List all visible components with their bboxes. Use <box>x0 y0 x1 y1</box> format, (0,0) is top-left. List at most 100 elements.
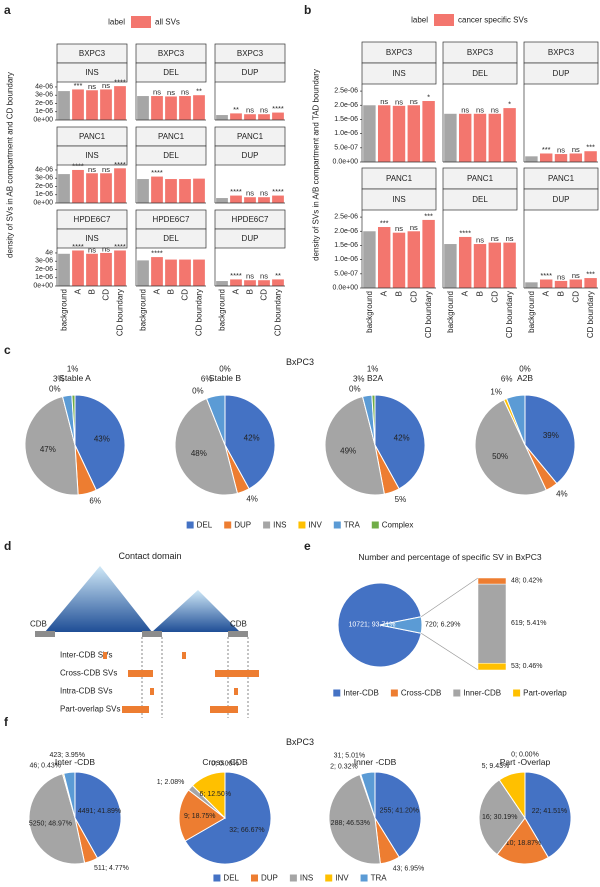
strip-label: INS <box>392 69 405 78</box>
significance-label: ns <box>102 244 110 253</box>
strip-label: HPDE6C7 <box>153 215 190 224</box>
pie-slice <box>24 395 79 496</box>
significance-label: ns <box>461 105 469 114</box>
slice-label: 10; 18.87% <box>506 840 541 847</box>
bar <box>392 105 406 162</box>
significance-label: *** <box>74 81 83 90</box>
slice-label: 4491; 41.89% <box>78 808 121 815</box>
pie-title: Stable A <box>59 373 91 383</box>
pie-slice <box>74 394 126 491</box>
significance-label: ns <box>380 97 388 106</box>
slice-label: 0; 0.00% <box>211 761 239 768</box>
significance-label: **** <box>114 242 126 251</box>
bar <box>458 113 472 162</box>
sv-type-label: Inter-CDB SVs <box>60 651 112 660</box>
pie-slice <box>371 394 376 446</box>
x-tick-label: background <box>365 291 374 333</box>
slice-label: 10721; 93.71% <box>348 622 395 629</box>
slice-label: 39% <box>543 431 559 440</box>
bar <box>244 197 256 203</box>
bar <box>473 113 487 162</box>
strip-label: PANC1 <box>237 132 264 141</box>
x-tick-label: CD <box>260 289 269 301</box>
bar <box>503 242 516 288</box>
bar <box>444 113 457 162</box>
slice-label: 0% <box>192 387 204 396</box>
strip-label: BXPC3 <box>158 49 185 58</box>
legend-label: INV <box>308 521 322 530</box>
slice-label: 6% <box>501 375 513 384</box>
legend-label: Cross-CDB <box>401 689 441 698</box>
bar <box>363 105 376 162</box>
x-tick-label: CD <box>181 289 190 301</box>
slice-label: 47% <box>40 445 56 454</box>
bar <box>473 244 487 288</box>
bar <box>58 174 70 203</box>
x-tick-label: background <box>60 289 69 331</box>
strip-label: INS <box>392 195 405 204</box>
boundary-guides <box>141 637 249 718</box>
significance-label: ** <box>196 87 202 96</box>
strip-label: DUP <box>242 68 259 77</box>
legend-label: INS <box>273 521 286 530</box>
strip <box>135 145 207 166</box>
y-axis-title: density of SVs in A/B compartment and TA… <box>312 69 321 261</box>
pie-slice <box>379 616 423 634</box>
legend-label: all SVs <box>155 18 180 27</box>
legend-swatch <box>434 14 454 26</box>
pie-slice <box>374 394 426 490</box>
sv-type-label: Part-overlap SVs <box>60 705 120 714</box>
significance-label: ns <box>410 223 418 232</box>
x-tick-label: CD <box>571 291 580 303</box>
legend-swatch <box>250 874 258 882</box>
panel-label: d <box>4 539 11 553</box>
legend-label: DUP <box>261 874 278 883</box>
slice-label: 0% <box>349 384 361 393</box>
bar <box>503 108 516 162</box>
pie-slice <box>71 394 76 446</box>
slice-label: 46; 0.43% <box>30 762 62 769</box>
legend-label: INS <box>300 874 313 883</box>
significance-label: *** <box>586 270 595 279</box>
bar-segment <box>477 583 507 664</box>
strip <box>56 62 128 83</box>
significance-label: **** <box>230 271 242 280</box>
bar <box>72 250 84 286</box>
pie-slice <box>474 399 547 496</box>
legend-swatch <box>333 521 341 529</box>
bar <box>230 113 242 120</box>
bar <box>137 260 149 286</box>
pie-slice <box>324 395 385 496</box>
sv-type-label: Intra-CDB SVs <box>60 687 112 696</box>
bar <box>151 96 163 120</box>
pie-slice <box>524 394 576 485</box>
slice-label: 0% <box>49 384 61 393</box>
strip-label: DEL <box>163 234 179 243</box>
legend-swatch <box>325 874 333 882</box>
y-tick-label: 1.5e-06 <box>334 116 358 123</box>
strip-label: INS <box>85 234 98 243</box>
significance-label: ns <box>153 88 161 97</box>
significance-label: *** <box>542 145 551 154</box>
significance-label: ns <box>491 105 499 114</box>
bar <box>58 91 70 120</box>
bar <box>569 153 583 162</box>
bar <box>584 151 597 162</box>
chart-title: BxPC3 <box>286 737 314 747</box>
strip-label: BXPC3 <box>548 48 575 57</box>
boundary-block <box>35 631 55 637</box>
y-tick-label: 1e-06 <box>35 274 53 281</box>
slice-label: 49% <box>340 446 356 455</box>
panel-label: a <box>4 3 11 17</box>
x-tick-label: A <box>153 288 162 294</box>
pie-slice <box>28 773 86 865</box>
slice-label: 22; 41.51% <box>532 808 567 815</box>
strip-label: BXPC3 <box>79 49 106 58</box>
bar <box>114 250 126 286</box>
strip-label: PANC1 <box>386 174 413 183</box>
x-tick-label: B <box>167 289 176 294</box>
bar <box>584 278 597 288</box>
significance-label: **** <box>151 249 163 258</box>
panel-label: b <box>304 3 311 17</box>
legend-swatch <box>131 16 151 28</box>
